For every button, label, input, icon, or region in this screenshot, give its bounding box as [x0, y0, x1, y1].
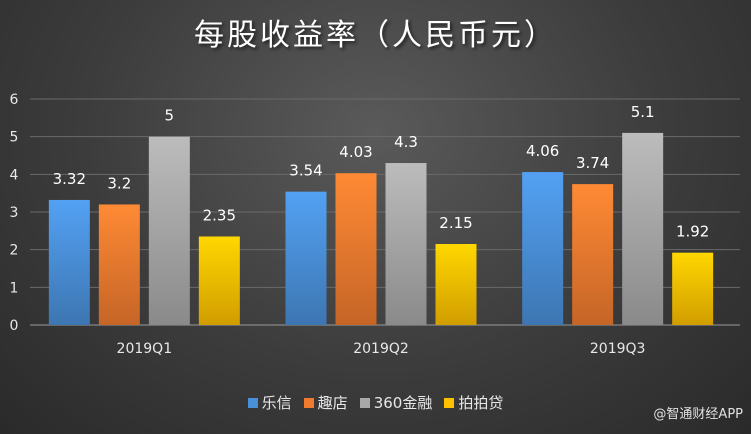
y-tick-label: 3 [10, 205, 19, 221]
watermark: @智通财经APP [653, 407, 743, 422]
data-label: 3.54 [289, 162, 322, 180]
legend-item-ppdai: 拍拍贷 [444, 392, 503, 413]
y-tick-label: 4 [10, 167, 19, 183]
bar [522, 172, 564, 325]
gridlines [30, 98, 740, 326]
data-label: 2.15 [439, 214, 472, 232]
data-label: 5.1 [631, 103, 655, 121]
legend-label: 360金融 [373, 394, 433, 412]
legend: 乐信 趣店 360金融 拍拍贷 [0, 392, 751, 413]
data-label: 3.2 [107, 174, 131, 192]
y-tick-label: 6 [10, 92, 19, 108]
bar [335, 173, 377, 325]
bar [435, 244, 477, 325]
x-tick-label: 2019Q3 [590, 341, 646, 357]
bar [672, 252, 714, 325]
x-axis-ticks: 2019Q1 2019Q2 2019Q3 [117, 341, 646, 357]
y-tick-label: 2 [10, 243, 19, 259]
bar [198, 236, 240, 325]
data-label: 1.92 [676, 223, 709, 241]
legend-label: 趣店 [317, 394, 348, 412]
data-label: 4.06 [526, 142, 559, 160]
chart-title: 每股收益率（人民币元） [194, 18, 557, 53]
bar [622, 132, 664, 325]
legend-swatch [303, 397, 314, 408]
bar [572, 184, 614, 325]
bar [48, 199, 90, 325]
y-tick-label: 1 [10, 280, 19, 296]
data-labels: 3.32 3.2 5 2.35 3.54 4.03 4.3 2.15 4.06 3.74 5.1 1.… [53, 103, 710, 241]
y-axis-ticks: 0 1 2 3 4 5 6 [10, 92, 19, 334]
bar [148, 136, 190, 325]
legend-label: 拍拍贷 [458, 394, 504, 412]
legend-swatch [444, 397, 455, 408]
legend-item-360-finance: 360金融 [359, 392, 433, 413]
x-tick-label: 2019Q1 [117, 341, 173, 357]
legend-swatch [247, 397, 258, 408]
y-tick-label: 0 [10, 318, 19, 334]
y-tick-label: 5 [10, 130, 19, 146]
x-tick-label: 2019Q2 [353, 341, 409, 357]
bar [285, 191, 327, 325]
data-label: 3.74 [576, 154, 609, 172]
legend-label: 乐信 [261, 394, 292, 412]
bar [385, 163, 427, 325]
bars [48, 132, 714, 325]
data-label: 3.32 [53, 170, 86, 188]
data-label: 2.35 [203, 206, 236, 224]
data-label: 5 [165, 107, 175, 125]
legend-swatch [359, 397, 370, 408]
bar [98, 204, 140, 325]
legend-item-lexin: 乐信 [247, 392, 292, 413]
data-label: 4.03 [339, 143, 372, 161]
data-label: 4.3 [394, 133, 418, 151]
legend-item-qudian: 趣店 [303, 392, 348, 413]
